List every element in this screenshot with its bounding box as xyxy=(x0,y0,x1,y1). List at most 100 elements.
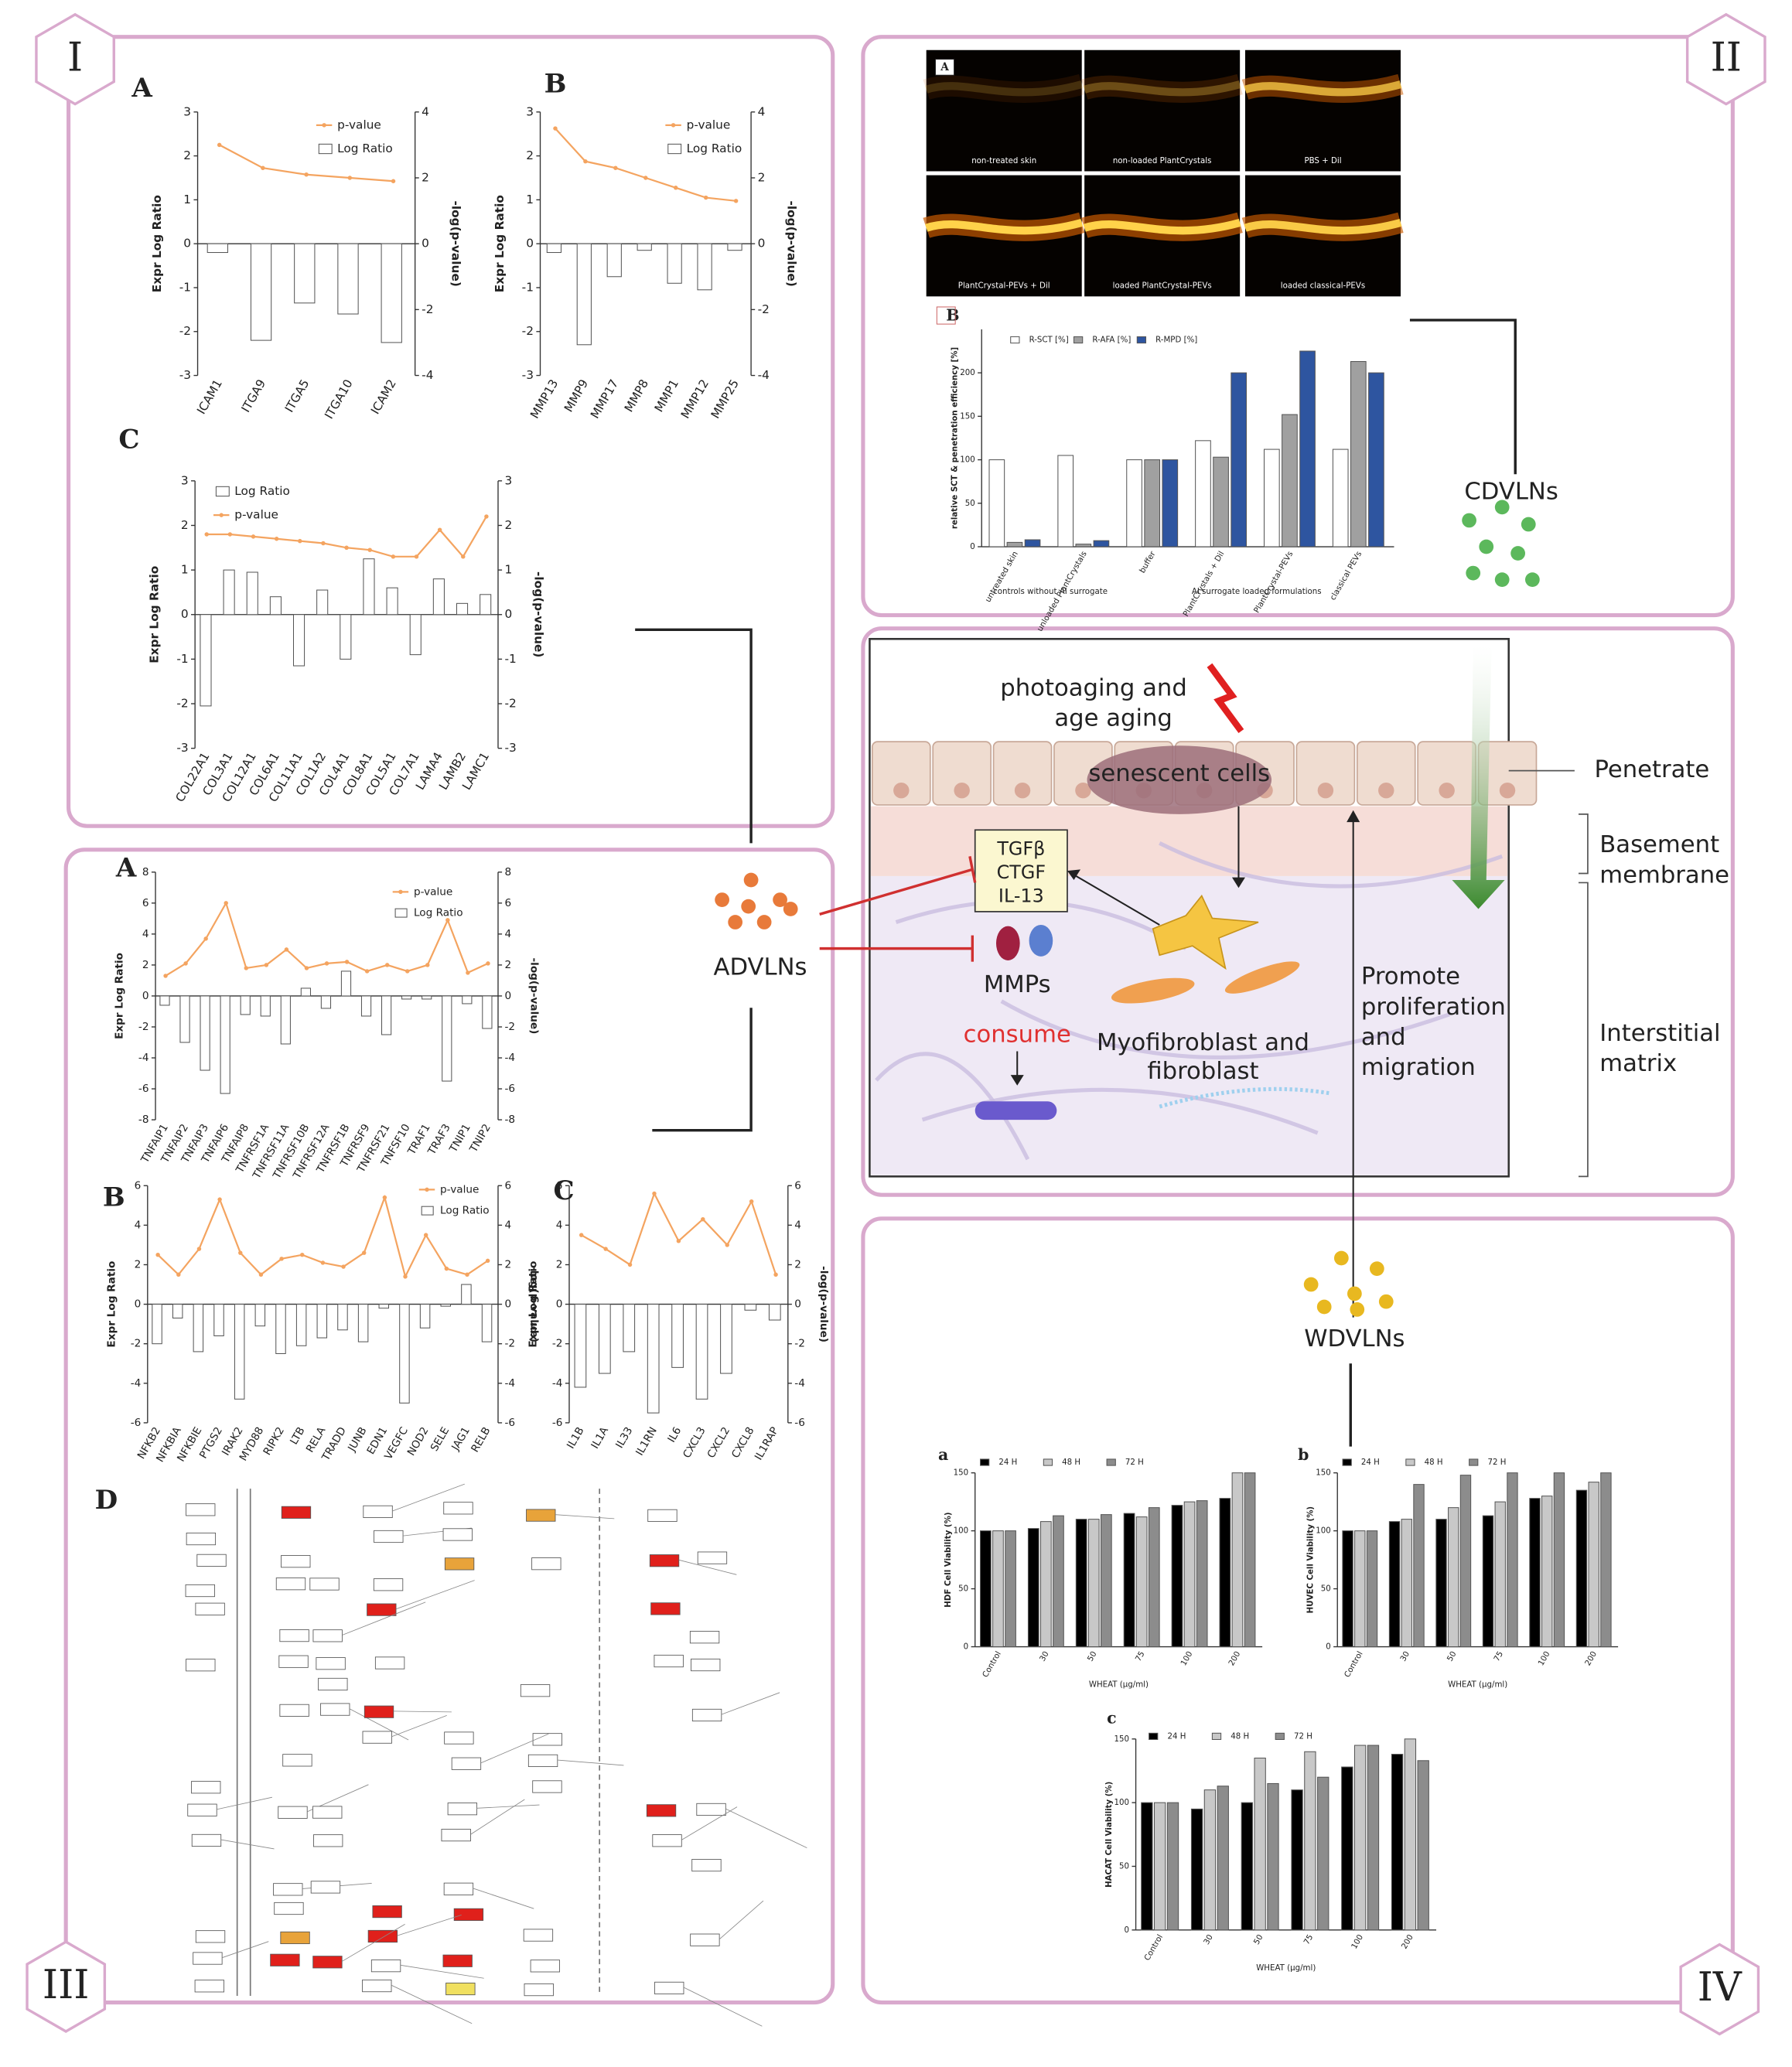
point xyxy=(445,918,450,923)
tick-label: -2 xyxy=(794,1338,805,1350)
bracket xyxy=(1579,882,1589,1178)
tick-label: 0 xyxy=(142,990,149,1002)
category-label: ITGA9 xyxy=(239,377,269,415)
pathway-edge xyxy=(719,1900,764,1940)
panel-frame xyxy=(861,1216,1735,2005)
point xyxy=(773,1272,778,1277)
micro-caption: non-loaded PlantCrystals xyxy=(1113,157,1212,165)
pathway-node xyxy=(362,1731,392,1744)
tick-label: 8 xyxy=(142,866,149,878)
tick-label: 2 xyxy=(526,148,534,162)
point xyxy=(224,901,228,906)
pathway-node xyxy=(186,1659,216,1672)
y-axis-title: Expr Log Ratio xyxy=(148,566,162,663)
legend-label: p-value xyxy=(234,508,278,522)
hexagon-badge xyxy=(26,1940,107,2033)
bar xyxy=(207,243,228,254)
chart-letter: b xyxy=(1298,1445,1309,1464)
pathway-node xyxy=(196,1554,227,1567)
pathway-node xyxy=(281,1555,311,1568)
x-axis-title: WHEAT (μg/ml) xyxy=(1089,1681,1149,1690)
point xyxy=(258,1272,264,1277)
fluorescence-band xyxy=(1244,80,1402,97)
bar xyxy=(357,1304,369,1342)
bar xyxy=(1417,1760,1429,1931)
tick-label: -1 xyxy=(179,280,191,294)
bar xyxy=(1213,456,1229,547)
pathway-letter: D xyxy=(95,1485,118,1516)
point xyxy=(264,963,269,967)
bar xyxy=(1135,1516,1148,1648)
pathway-node xyxy=(652,1834,682,1847)
tick-label: 200 xyxy=(960,369,975,377)
inhibition xyxy=(819,868,973,916)
bar xyxy=(1350,360,1367,547)
diagram-label: CDVLNs xyxy=(1464,479,1558,506)
point xyxy=(227,532,233,537)
line xyxy=(555,128,736,202)
bar xyxy=(481,1304,493,1342)
bar xyxy=(1541,1496,1553,1648)
tick-label: -4 xyxy=(505,1052,516,1064)
pathway-node xyxy=(309,1578,340,1591)
hexagon-badge xyxy=(1679,1943,1760,2036)
legend-swatch xyxy=(425,1187,429,1192)
connector xyxy=(635,628,753,844)
diagram-label: age aging xyxy=(1054,705,1172,732)
bar xyxy=(1093,540,1110,547)
bar xyxy=(442,995,452,1082)
micro-caption: loaded classical-PEVs xyxy=(1281,282,1365,291)
chart-letter: A xyxy=(131,73,152,104)
pathway-edge xyxy=(557,1759,624,1766)
diagram-label: matrix xyxy=(1599,1050,1677,1077)
epidermal-cell xyxy=(932,741,992,806)
category-label: MMP1 xyxy=(652,377,681,414)
bar xyxy=(1553,1472,1565,1648)
fluorescence-band xyxy=(923,73,1085,103)
chart-letter: B xyxy=(544,69,567,100)
legend-swatch xyxy=(1342,1458,1352,1466)
pathway-node xyxy=(443,1502,473,1515)
collagen xyxy=(975,1101,1057,1120)
tick-label: 50 xyxy=(1321,1585,1331,1594)
category-label: ITGA5 xyxy=(282,377,312,415)
tick-label: -4 xyxy=(758,368,770,382)
bar xyxy=(606,243,622,278)
pathway-edge xyxy=(217,1796,272,1810)
bar xyxy=(193,1304,204,1352)
bar xyxy=(1162,459,1179,547)
bar xyxy=(340,970,352,997)
point xyxy=(425,963,430,967)
bar xyxy=(363,558,375,616)
pathway-node xyxy=(696,1803,726,1816)
connector xyxy=(1409,319,1517,475)
bar xyxy=(1231,372,1248,547)
bar xyxy=(316,589,329,616)
bar xyxy=(320,995,332,1009)
point xyxy=(367,547,372,552)
point xyxy=(414,554,419,559)
legend-label: 24 H xyxy=(998,1458,1017,1467)
legend-label: 24 H xyxy=(1361,1458,1380,1467)
panel-label: IV xyxy=(1698,1965,1743,2011)
point xyxy=(437,527,442,532)
bar xyxy=(546,243,561,254)
bar xyxy=(768,1304,781,1321)
diagram-label: proliferation xyxy=(1361,994,1506,1021)
bar xyxy=(1027,1528,1039,1648)
tick-label: -8 xyxy=(138,1114,149,1126)
pathway-node xyxy=(186,1532,217,1546)
pathway-node xyxy=(278,1655,309,1668)
tick-label: -3 xyxy=(179,368,191,382)
pathway-node xyxy=(530,1960,560,1973)
point xyxy=(484,514,489,519)
factor-label: IL-13 xyxy=(998,885,1044,907)
point xyxy=(643,176,648,180)
pathway-edge xyxy=(393,1711,452,1713)
pathway-node xyxy=(193,1952,223,1965)
tick-label: -2 xyxy=(552,1338,563,1350)
point xyxy=(553,126,558,131)
category-label: IL6 xyxy=(665,1425,684,1445)
